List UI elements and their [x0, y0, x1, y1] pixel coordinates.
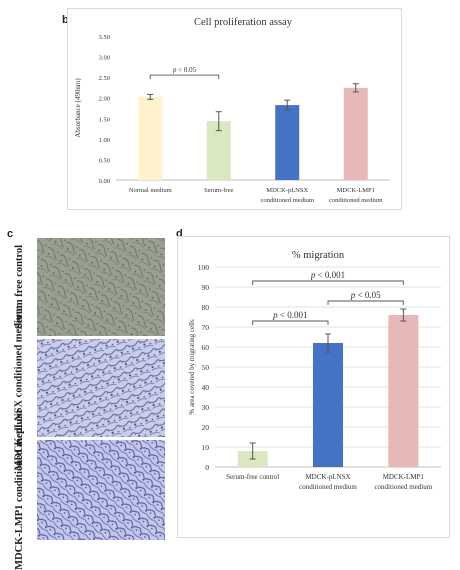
x-tick-label: MDCK-LMP1 [383, 473, 425, 481]
micrograph-LMP1 [37, 440, 165, 540]
y-tick-label: 2.50 [99, 75, 110, 82]
panel-label-d: d [176, 228, 183, 240]
x-tick-label: MDCK-LMP1 [337, 187, 375, 194]
migration-chart-frame: % migration % area covered by migrating c… [177, 236, 450, 538]
y-tick-label: 2.00 [99, 96, 110, 103]
significance-bracket [149, 74, 220, 80]
micrograph-pLNSX [37, 339, 165, 437]
micrograph-serum-free [37, 238, 165, 336]
y-tick-label: 0.00 [99, 178, 110, 185]
micrograph-label-text: MDCK-LMP1 conditioned medium [14, 410, 26, 570]
panel-label-c: c [7, 228, 14, 240]
y-tick-label: 3.00 [99, 55, 110, 62]
y-tick-label: 10 [202, 443, 210, 452]
significance-bracket [252, 320, 329, 325]
significance-bracket [252, 280, 404, 285]
x-tick-label: MDCK-pLNSX [266, 187, 308, 194]
x-tick-label: conditioned medium [299, 483, 357, 491]
proliferation-chart-frame: Cell proliferation assay Absorbance (490n… [67, 8, 402, 210]
y-tick-label: 1.00 [99, 137, 110, 144]
y-tick-label: 0.50 [99, 157, 110, 164]
chart-title: % migration [292, 250, 345, 261]
y-tick-label: 1.50 [99, 116, 110, 123]
y-tick-label: 60 [202, 343, 210, 352]
bar [138, 96, 163, 180]
bar [388, 315, 419, 467]
x-tick-label: MDCK-pLNSX [305, 473, 350, 481]
x-tick-label: Serum-free control [226, 473, 279, 481]
x-tick-label: conditioned medium [374, 483, 432, 491]
chart-title: Cell proliferation assay [194, 17, 293, 28]
x-tick-label: Serum-free [204, 187, 233, 194]
y-axis-label: Absorbance (490nm) [74, 78, 82, 138]
significance-label: p < 0.001 [272, 310, 307, 320]
y-tick-label: 70 [202, 323, 210, 332]
y-tick-label: 80 [202, 303, 210, 312]
y-tick-label: 30 [202, 403, 210, 412]
bar [343, 87, 368, 180]
significance-label: p < 0.001 [310, 270, 345, 280]
y-tick-label: 3.50 [99, 34, 110, 41]
proliferation-chart: Cell proliferation assay Absorbance (490n… [74, 17, 390, 204]
y-tick-label: 0 [205, 463, 209, 472]
y-axis-label: % area covered by migrating cells [188, 319, 196, 415]
y-tick-label: 20 [202, 423, 210, 432]
migration-chart: % migration % area covered by migrating c… [188, 250, 441, 491]
x-tick-label: conditioned medium [329, 197, 383, 204]
bar [313, 343, 343, 467]
significance-bracket [327, 300, 404, 305]
x-tick-label: Normal medium [129, 187, 172, 194]
y-tick-label: 100 [198, 263, 210, 272]
significance-label: p < 0.05 [350, 290, 381, 300]
y-tick-label: 50 [202, 363, 210, 372]
significance-label: p < 0.05 [172, 66, 197, 74]
panel-label-b: b [62, 14, 69, 26]
x-tick-label: conditioned medium [260, 197, 314, 204]
y-tick-label: 90 [202, 283, 210, 292]
micrograph-label-LMP1: MDCK-LMP1 conditioned medium [4, 410, 36, 570]
y-tick-label: 40 [202, 383, 210, 392]
bar [275, 105, 300, 180]
